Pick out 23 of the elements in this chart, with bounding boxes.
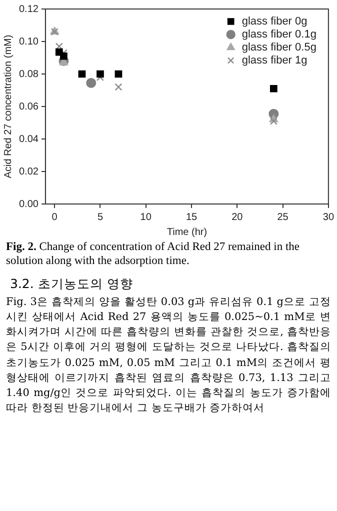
x-tick-label: 30 bbox=[322, 212, 334, 223]
x-tick-label: 15 bbox=[186, 212, 198, 223]
legend-label: glass fiber 0g bbox=[242, 16, 308, 28]
legend-label: glass fiber 0.1g bbox=[242, 28, 316, 41]
legend-label: glass fiber 1g bbox=[242, 54, 308, 67]
caption: Fig. 3은 흡착제의 양을 활성탄 0.03 g과 유리섬유 0.1 g으로 고정시킨 상태에서 Acid Red 27 용액의 농도를 0.025~0.1 mM로 변화시켜가며 시간에 따른 흡착량의 변화를 관찰한 것으로, 흡착반응은 5시간 이후에 거의 평형에 도달하는 것으로 나타났다. 흡착질의 초기농도가 0.025 mM, 0.05 mM 그리고 0.1 mM의 조건에서 평형상태에 이르기까지 흡착된 염료의 흡착량은 0.73, 1.13 그리고 1.40 mg/g인 것으로 파악되었다. 이는 흡착질의 농도가 증가함에 따라 한정된 반응기내에서 그 농도구배가 증가하여서 bbox=[6, 294, 331, 416]
text: 3.2. 초기농도의 영향 bbox=[10, 276, 134, 293]
legend-label: glass fiber 0.5g bbox=[242, 42, 316, 54]
x-tick-label: 10 bbox=[140, 212, 152, 223]
x-axis-title: Time (hr) bbox=[166, 226, 208, 238]
x-tick-label: 20 bbox=[232, 212, 244, 223]
x-tick-label: 5 bbox=[97, 212, 104, 223]
y-tick-label: 0.04 bbox=[18, 134, 39, 145]
y-axis-title: Acid Red 27 concentration (mM) bbox=[2, 34, 14, 178]
x-tick-label: 0 bbox=[52, 212, 58, 223]
y-tick-label: 0.06 bbox=[18, 101, 39, 112]
y-tick-label: 0.02 bbox=[18, 166, 39, 178]
y-tick-label: 0.10 bbox=[18, 36, 39, 48]
x-tick-label: 25 bbox=[277, 212, 289, 223]
y-tick-label: 0.08 bbox=[18, 68, 39, 80]
caption: Fig. 2. Change of concentration of Acid Red 27 remained in the solution along with the adsorption time. bbox=[6, 240, 301, 269]
y-tick-label: 0.00 bbox=[18, 198, 39, 210]
y-tick-label: 0.12 bbox=[18, 4, 39, 15]
